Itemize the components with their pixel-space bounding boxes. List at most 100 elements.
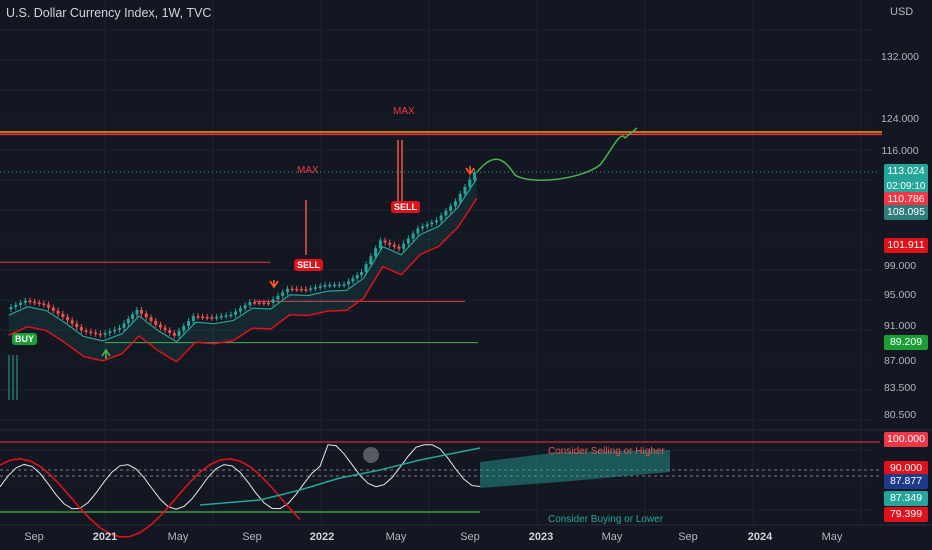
candle-body xyxy=(154,320,158,325)
candle-body xyxy=(14,304,18,308)
candle-body xyxy=(23,300,27,303)
price-tick-label: 116.000 xyxy=(881,145,919,157)
candle-body xyxy=(323,285,327,287)
candle-body xyxy=(402,243,406,249)
time-tick-label: Sep xyxy=(460,531,480,543)
price-tag: 108.095 xyxy=(884,205,928,220)
candle-body xyxy=(37,302,41,305)
candle-body xyxy=(28,300,32,303)
candle-body xyxy=(243,305,247,309)
candle-body xyxy=(266,302,270,305)
candle-body xyxy=(281,292,285,296)
price-tick-label: 83.500 xyxy=(883,382,917,394)
candle-body xyxy=(351,278,355,282)
candle-body xyxy=(84,330,88,332)
candle-body xyxy=(434,220,438,223)
candle-body xyxy=(449,206,453,211)
channel-upper-line xyxy=(8,177,478,343)
candle-body xyxy=(347,281,351,285)
osc-dot xyxy=(363,447,379,463)
candle-body xyxy=(89,331,93,334)
time-tick-label: May xyxy=(821,531,843,543)
projection-curve xyxy=(476,127,638,181)
osc-sell-label: Consider Selling or Higher xyxy=(548,446,665,457)
osc-tag: 87.349 xyxy=(884,491,928,506)
candle-body xyxy=(383,240,387,243)
time-tick-label: May xyxy=(167,531,189,543)
candle-body xyxy=(131,314,135,319)
candle-body xyxy=(103,333,107,335)
candle-body xyxy=(113,329,117,332)
candle-body xyxy=(158,324,162,328)
candle-body xyxy=(392,244,396,247)
osc-buy-label: Consider Buying or Lower xyxy=(548,514,664,525)
candle-body xyxy=(253,302,257,304)
channel-band xyxy=(8,178,477,362)
osc-tag: 87.877 xyxy=(884,474,928,489)
candle-body xyxy=(108,331,112,334)
candle-body xyxy=(219,316,223,318)
price-tick-label: 132.000 xyxy=(881,51,919,63)
candle-body xyxy=(369,256,373,265)
price-tag: 89.209 xyxy=(884,335,928,350)
candle-body xyxy=(117,327,121,330)
time-tick-label: 2022 xyxy=(309,531,335,543)
candle-body xyxy=(210,317,214,319)
price-tick-label: 80.500 xyxy=(883,409,917,421)
candle-body xyxy=(304,289,308,291)
currency-label: USD xyxy=(890,6,914,18)
candle-body xyxy=(313,287,317,289)
candle-body xyxy=(42,303,46,306)
candle-body xyxy=(397,246,401,249)
candle-body xyxy=(453,201,457,207)
candle-body xyxy=(416,228,420,234)
candle-body xyxy=(33,301,37,304)
candle-body xyxy=(201,316,205,319)
candle-body xyxy=(135,309,139,315)
chart-title: U.S. Dollar Currency Index, 1W, TVC xyxy=(6,6,212,20)
osc-teal-line xyxy=(199,447,481,506)
max-top-label: MAX xyxy=(393,106,415,117)
candle-body xyxy=(79,327,83,331)
price-tick-label: 99.000 xyxy=(883,260,917,272)
candle-body xyxy=(122,323,126,328)
price-tick-label: 87.000 xyxy=(883,355,917,367)
candle-body xyxy=(19,302,23,305)
candle-body xyxy=(411,233,415,239)
osc-red-line xyxy=(0,458,301,538)
candle-body xyxy=(168,330,172,333)
candle-body xyxy=(224,315,228,317)
candle-body xyxy=(234,311,238,315)
candle-body xyxy=(75,323,79,328)
candle-body xyxy=(360,272,364,276)
candle-body xyxy=(364,264,368,273)
candle-body xyxy=(421,226,425,229)
candle-body xyxy=(444,210,448,216)
candle-body xyxy=(47,304,51,308)
candle-body xyxy=(439,215,443,221)
buy-signal: BUY xyxy=(12,333,38,345)
buy-arrow-icon xyxy=(101,348,111,359)
time-tick-label: 2024 xyxy=(747,531,773,543)
candle-body xyxy=(468,179,472,187)
candle-body xyxy=(51,307,55,311)
candle-body xyxy=(182,325,186,331)
candle-body xyxy=(295,288,299,291)
candle-body xyxy=(66,316,70,321)
candle-body xyxy=(126,318,130,324)
price-tick-label: 124.000 xyxy=(881,113,919,125)
candle-body xyxy=(187,321,191,326)
time-tick-label: May xyxy=(385,531,407,543)
channel-lower-line xyxy=(8,197,478,363)
time-tick-label: 2023 xyxy=(528,531,554,543)
osc-tag: 79.399 xyxy=(884,507,928,522)
candle-body xyxy=(248,302,252,306)
candle-body xyxy=(177,330,181,336)
candle-body xyxy=(139,309,143,314)
candle-body xyxy=(149,317,153,321)
candle-body xyxy=(473,172,477,180)
candle-body xyxy=(271,299,275,303)
candle-body xyxy=(406,238,410,244)
candle-body xyxy=(337,284,341,287)
